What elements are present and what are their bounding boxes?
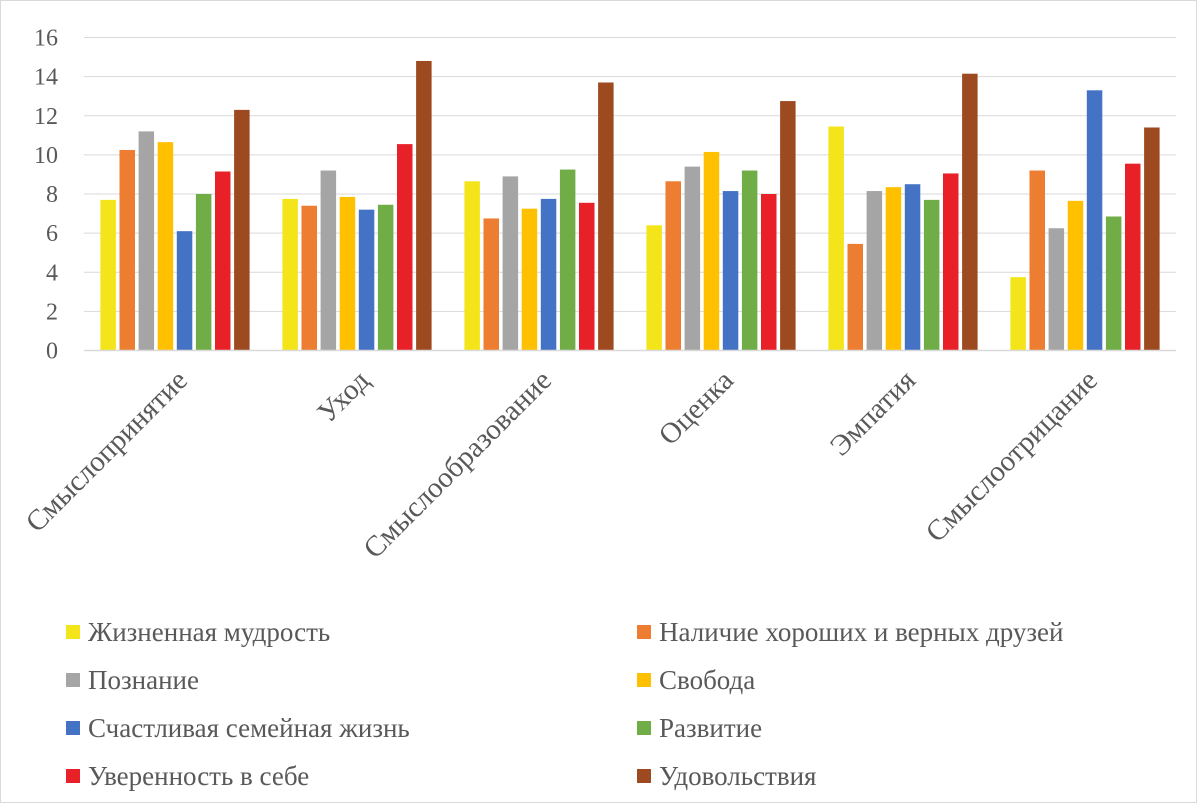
legend-label: Развитие — [659, 712, 763, 743]
bar — [1105, 216, 1122, 351]
legend-label: Свобода — [659, 664, 756, 695]
bar — [943, 173, 959, 351]
legend-swatch — [637, 673, 651, 687]
legend-swatch — [637, 721, 651, 735]
legend-item: Свобода — [637, 660, 755, 700]
bar — [320, 170, 337, 351]
bar — [703, 151, 720, 351]
bar — [598, 82, 614, 351]
bar — [397, 144, 413, 351]
legend-item: Счастливая семейная жизнь — [66, 708, 410, 748]
legend-label: Наличие хороших и верных друзей — [659, 616, 1064, 647]
legend-swatch — [66, 625, 80, 639]
bar — [904, 184, 921, 351]
bar — [540, 198, 557, 351]
y-tick-label: 8 — [46, 182, 58, 208]
bar — [761, 194, 777, 351]
bar — [1144, 127, 1160, 351]
y-tick-label: 10 — [34, 143, 58, 169]
legend-item: Развитие — [637, 708, 762, 748]
bar — [1067, 200, 1084, 351]
y-tick-label: 14 — [34, 65, 58, 91]
bar — [358, 209, 375, 351]
bar — [885, 187, 902, 351]
bar — [1086, 90, 1103, 351]
bar — [828, 126, 844, 351]
legend: Жизненная мудрость Наличие хороших и верн… — [66, 612, 1176, 802]
axes: 0 2 4 6 8 10 12 14 16 Смыслопринятие УходСмыслообр… — [20, 26, 1176, 565]
bar — [1029, 170, 1045, 351]
legend-label: Жизненная мудрость — [88, 616, 331, 647]
bar — [119, 149, 135, 351]
legend-swatch — [637, 625, 651, 639]
bar — [100, 199, 116, 351]
y-tick-label: 16 — [34, 26, 58, 52]
bar — [176, 231, 193, 351]
bar — [847, 243, 863, 351]
legend-swatch — [66, 721, 80, 735]
bar — [1010, 277, 1026, 351]
bar — [502, 176, 519, 351]
legend-swatch — [66, 673, 80, 687]
x-category-label: Смыслообразование — [357, 364, 557, 564]
bar — [416, 60, 432, 351]
bar — [483, 218, 499, 351]
legend-item: Уверенность в себе — [66, 756, 309, 796]
bar — [1125, 163, 1141, 351]
legend-item: Жизненная мудрость — [66, 612, 330, 652]
x-category-label: Оценка — [653, 364, 740, 451]
bar — [866, 191, 883, 351]
gridlines — [84, 37, 1176, 312]
bar — [301, 205, 317, 351]
bar — [377, 204, 394, 351]
bar — [684, 166, 701, 351]
bar — [215, 171, 231, 351]
bar — [962, 73, 978, 351]
legend-swatch — [66, 769, 80, 783]
bar — [665, 181, 681, 351]
bar — [741, 170, 758, 351]
bar — [157, 142, 174, 351]
bar — [234, 109, 250, 351]
legend-item: Наличие хороших и верных друзей — [637, 612, 1063, 652]
legend-label: Познание — [88, 664, 199, 695]
y-tick-label: 0 — [46, 339, 58, 365]
bar — [780, 101, 796, 351]
x-category-label: Уход — [311, 364, 376, 429]
bar — [923, 199, 940, 351]
y-tick-label: 2 — [46, 299, 58, 325]
y-tick-label: 6 — [46, 221, 58, 247]
y-tick-label: 12 — [34, 104, 58, 130]
bar — [521, 208, 538, 351]
bar — [339, 196, 356, 351]
bar — [195, 194, 212, 351]
bar — [579, 202, 595, 351]
bar — [138, 131, 155, 351]
legend-item: Познание — [66, 660, 199, 700]
bar — [646, 225, 662, 351]
y-tick-label: 4 — [46, 260, 58, 286]
x-category-label: Смыслопринятие — [20, 364, 194, 538]
bar — [282, 198, 298, 351]
legend-label: Уверенность в себе — [88, 760, 310, 791]
bar-chart: 0 2 4 6 8 10 12 14 16 Смыслопринятие УходСмыслообр… — [20, 26, 1176, 565]
x-category-label: Смыслоотрицание — [920, 364, 1104, 548]
legend-label: Удовольствия — [659, 760, 817, 791]
bar — [559, 169, 576, 351]
legend-swatch — [637, 769, 651, 783]
bars — [100, 60, 1160, 351]
x-category-label: Эмпатия — [824, 364, 922, 462]
legend-item: Удовольствия — [637, 756, 816, 796]
bar — [464, 181, 480, 351]
legend-label: Счастливая семейная жизнь — [88, 712, 410, 743]
bar — [722, 191, 739, 351]
bar — [1048, 228, 1065, 351]
